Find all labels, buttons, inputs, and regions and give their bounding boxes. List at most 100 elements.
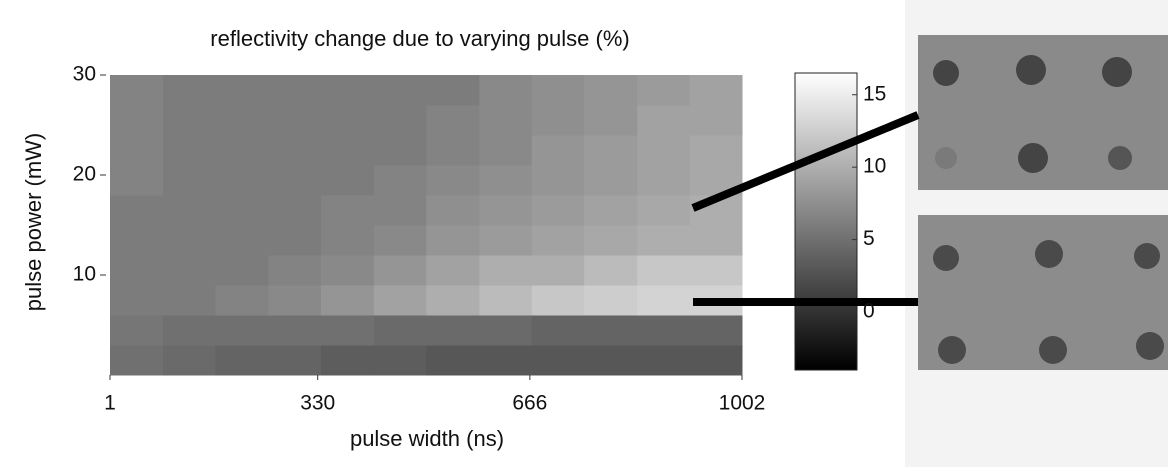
heatmap-cell — [268, 315, 322, 346]
heatmap-cell — [584, 135, 638, 166]
heatmap-cell — [479, 225, 533, 256]
heatmap-cell — [426, 135, 480, 166]
heatmap-cell — [110, 285, 164, 316]
heatmap-cell — [426, 285, 480, 316]
heatmap-cell — [637, 105, 691, 136]
heatmap-cell — [373, 165, 427, 196]
heatmap-cell — [426, 225, 480, 256]
heatmap-cell — [479, 285, 533, 316]
heatmap-cell — [689, 135, 743, 166]
heatmap-cell — [531, 75, 585, 106]
heatmap-cell — [215, 255, 269, 286]
heatmap-cell — [426, 315, 480, 346]
heatmap-cell — [268, 75, 322, 106]
heatmap-cell — [215, 195, 269, 226]
x-tick-label: 666 — [512, 392, 547, 415]
pointer-line — [691, 111, 920, 212]
heatmap-cell — [163, 165, 216, 196]
heatmap-cell — [110, 345, 164, 376]
heatmap-cell — [110, 135, 164, 166]
heatmap-cell — [531, 255, 585, 286]
heatmap-cell — [268, 195, 322, 226]
heatmap-cell — [637, 345, 691, 376]
heatmap-cell — [531, 225, 585, 256]
micrograph-top — [918, 35, 1168, 190]
heatmap-cell — [215, 165, 269, 196]
heatmap-cell — [320, 105, 375, 136]
heatmap-cell — [268, 105, 322, 136]
heatmap-cell — [479, 255, 533, 286]
heatmap-cell — [163, 135, 216, 166]
heatmap-cell — [320, 135, 375, 166]
heatmap-cell — [163, 225, 216, 256]
heatmap-cell — [531, 105, 585, 136]
heatmap-cell — [163, 315, 216, 346]
colorbar-tick-label: 10 — [863, 155, 886, 178]
x-tick-label: 1002 — [719, 392, 766, 415]
heatmap-cell — [373, 315, 427, 346]
heatmap-cell — [163, 345, 216, 376]
heatmap-cell — [110, 75, 164, 106]
heatmap-cell — [479, 75, 533, 106]
heatmap-cell — [373, 195, 427, 226]
colorbar-tick-label: 15 — [863, 82, 886, 105]
heatmap-cell — [637, 135, 691, 166]
heatmap-cell — [373, 255, 427, 286]
heatmap-cell — [110, 165, 164, 196]
heatmap-cell — [110, 315, 164, 346]
heatmap-cell — [426, 165, 480, 196]
heatmap-cell — [479, 315, 533, 346]
heatmap-cell — [426, 105, 480, 136]
colorbar-tick-label: 5 — [863, 227, 875, 250]
heatmap-cell — [373, 345, 427, 376]
heatmap-cell — [584, 195, 638, 226]
heatmap-cell — [215, 315, 269, 346]
heatmap-cell — [268, 285, 322, 316]
colorbar — [794, 72, 858, 371]
heatmap-cell — [479, 345, 533, 376]
heatmap-cell — [426, 195, 480, 226]
heatmap-cell — [689, 315, 743, 346]
heatmap-cell — [163, 105, 216, 136]
heatmap-cell — [163, 195, 216, 226]
heatmap-cell — [531, 165, 585, 196]
heatmap-cell — [373, 135, 427, 166]
x-tick-label: 1 — [104, 392, 116, 415]
heatmap-cell — [110, 195, 164, 226]
heatmap-cell — [689, 345, 743, 376]
heatmap-cell — [637, 255, 691, 286]
heatmap-cell — [373, 285, 427, 316]
heatmap-cell — [479, 165, 533, 196]
heatmap-cell — [320, 345, 375, 376]
heatmap-cell — [584, 75, 638, 106]
heatmap-cell — [110, 105, 164, 136]
heatmap-cell — [531, 345, 585, 376]
heatmap-cell — [320, 195, 375, 226]
heatmap-cell — [689, 75, 743, 106]
heatmap-cell — [320, 75, 375, 106]
heatmap-cell — [584, 285, 638, 316]
heatmap-cell — [268, 345, 322, 376]
heatmap-cell — [637, 165, 691, 196]
y-tick-label: 20 — [73, 163, 96, 186]
heatmap-cell — [584, 165, 638, 196]
heatmap-cell — [531, 315, 585, 346]
heatmap-cell — [584, 105, 638, 136]
heatmap-cell — [320, 315, 375, 346]
heatmap-cell — [215, 285, 269, 316]
heatmap-cell — [215, 105, 269, 136]
heatmap-cell — [373, 75, 427, 106]
heatmap-cell — [637, 285, 691, 316]
heatmap-cell — [479, 105, 533, 136]
heatmap-cell — [268, 225, 322, 256]
heatmap-cell — [268, 255, 322, 286]
heatmap-cell — [215, 75, 269, 106]
heatmap-cell — [110, 255, 164, 286]
heatmap-cell — [215, 225, 269, 256]
heatmap-cell — [637, 75, 691, 106]
heatmap-cell — [426, 345, 480, 376]
heatmap-cell — [479, 195, 533, 226]
colorbar-tick-label: 0 — [863, 300, 875, 323]
heatmap-cell — [268, 165, 322, 196]
